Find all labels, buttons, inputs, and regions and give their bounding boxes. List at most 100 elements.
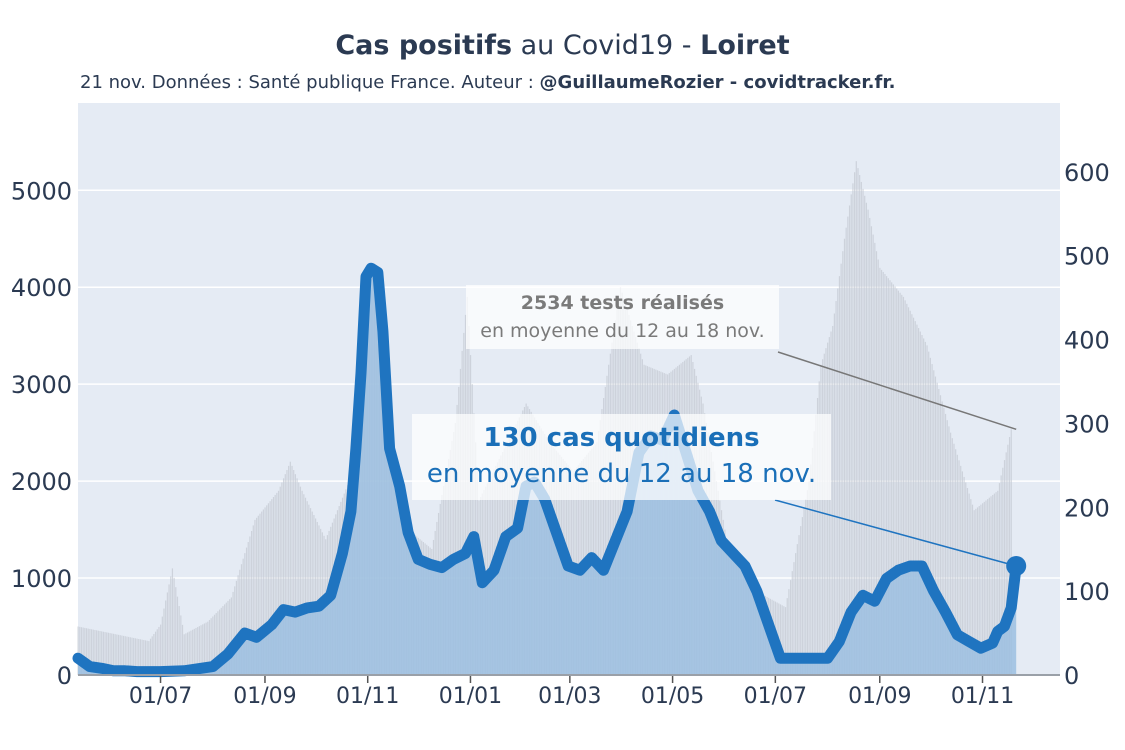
test-bar	[995, 492, 997, 675]
test-bar	[197, 627, 199, 675]
test-bar	[926, 345, 928, 675]
test-bar	[801, 517, 803, 675]
test-bar	[877, 259, 879, 675]
test-bar	[136, 638, 138, 675]
test-bar	[192, 629, 194, 675]
test-bar	[256, 517, 258, 675]
test-bar	[960, 465, 962, 675]
test-bar	[828, 337, 830, 675]
test-bar	[803, 508, 805, 675]
test-bar	[208, 619, 211, 675]
test-bar	[97, 630, 99, 675]
test-bar	[838, 276, 841, 675]
test-bar	[980, 504, 982, 675]
test-bar	[245, 547, 248, 675]
test-bar	[953, 443, 955, 675]
test-bar	[181, 624, 184, 675]
y-right-tick-label: 100	[1064, 578, 1110, 606]
test-bar	[119, 635, 121, 675]
test-bar	[262, 509, 264, 675]
test-bar	[128, 636, 130, 675]
test-bar	[784, 607, 787, 675]
test-bar	[232, 591, 234, 675]
test-bar	[173, 577, 175, 675]
cases-annotation-period: en moyenne du 12 au 18 nov.	[426, 459, 817, 489]
test-bar	[104, 632, 106, 675]
test-bar	[988, 497, 990, 675]
test-bar	[154, 631, 157, 675]
test-bar	[938, 389, 940, 675]
test-bar	[77, 626, 79, 675]
test-bar	[875, 251, 878, 675]
test-bar	[975, 508, 977, 675]
test-bar	[948, 426, 950, 675]
y-left-tick-label: 0	[57, 662, 72, 690]
test-bar	[800, 526, 802, 675]
test-bar	[224, 604, 226, 675]
test-bar	[837, 288, 839, 675]
cases-annotation: 130 cas quotidiens en moyenne du 12 au 1…	[412, 414, 831, 500]
test-bar	[992, 494, 994, 675]
test-bar	[94, 629, 96, 675]
test-bar	[840, 263, 842, 675]
test-bar	[976, 507, 979, 675]
test-bar	[806, 490, 809, 675]
test-bar	[111, 633, 113, 675]
test-bar	[230, 597, 232, 675]
test-bar	[171, 568, 174, 675]
test-bar	[193, 628, 195, 675]
test-bar	[198, 626, 200, 675]
test-bar	[229, 599, 231, 675]
test-bar	[919, 331, 921, 675]
test-bar	[944, 413, 947, 675]
test-bar	[249, 536, 251, 675]
test-bar	[818, 381, 820, 675]
test-bar	[928, 351, 930, 675]
test-bar	[218, 609, 221, 675]
test-bar	[235, 580, 238, 675]
test-bar	[987, 499, 989, 675]
test-bar	[958, 460, 960, 675]
test-bar	[316, 521, 318, 675]
y-left-tick-label: 5000	[11, 177, 72, 205]
test-bar	[857, 168, 859, 676]
test-bar	[880, 269, 883, 675]
test-bar	[985, 500, 987, 675]
test-bar	[909, 310, 911, 675]
y-right-tick-label: 200	[1064, 494, 1110, 522]
test-bar	[884, 274, 886, 675]
test-bar	[96, 630, 98, 675]
test-bar	[286, 470, 288, 675]
test-bar	[830, 331, 832, 675]
test-bar	[210, 618, 212, 675]
test-bar	[929, 357, 932, 675]
test-bar	[313, 515, 315, 675]
test-bar	[936, 382, 938, 675]
test-bar	[609, 353, 611, 675]
test-bar	[882, 271, 884, 675]
test-bar	[887, 278, 889, 675]
test-bar	[114, 634, 116, 675]
test-bar	[288, 465, 290, 675]
test-bar	[213, 614, 216, 675]
test-bar	[894, 286, 896, 675]
test-bar	[259, 513, 261, 675]
test-bar	[891, 282, 893, 675]
test-bar	[855, 161, 857, 675]
test-bar	[791, 571, 793, 675]
test-bar	[907, 307, 910, 675]
test-bar	[852, 183, 854, 676]
test-bar	[126, 636, 128, 675]
tests-annotation-pointer	[777, 351, 1017, 431]
test-bar	[968, 493, 970, 675]
test-bar	[950, 432, 952, 675]
test-bar	[456, 404, 458, 675]
test-bar	[854, 172, 856, 675]
test-bar	[277, 490, 280, 675]
test-bar	[112, 633, 115, 675]
test-bar	[158, 626, 160, 675]
test-bar	[865, 202, 867, 676]
test-bar	[156, 629, 158, 675]
tests-annotation-period: en moyenne du 12 au 18 nov.	[480, 320, 765, 342]
